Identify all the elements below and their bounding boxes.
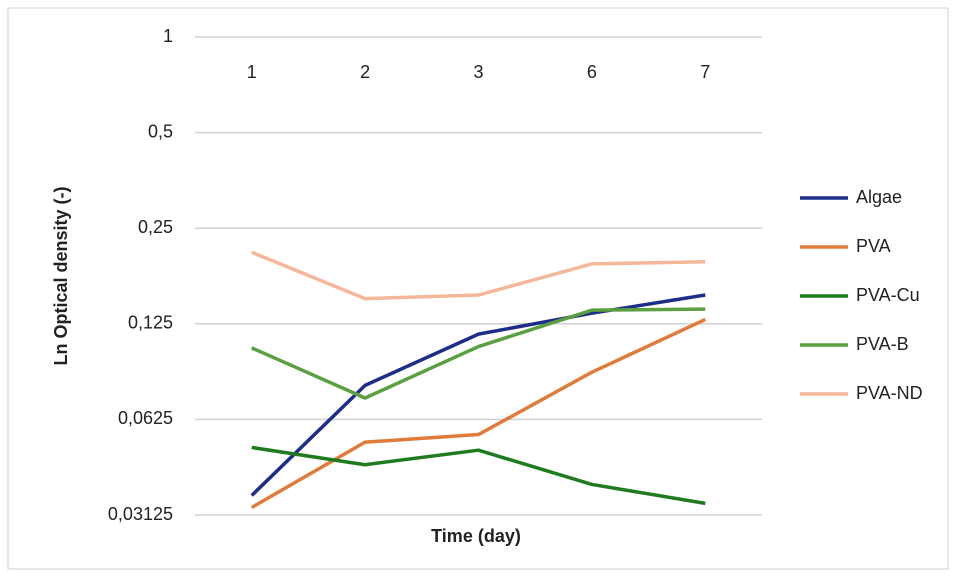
x-axis-label: Time (day) [431,526,521,546]
legend-label: PVA-Cu [856,285,920,305]
y-tick-label: 0,03125 [108,504,173,524]
y-tick-label: 0,0625 [118,408,173,428]
line [251,250,706,301]
line [250,293,706,497]
y-tick-label: 1 [163,26,173,46]
y-tick-label: 0,125 [128,313,173,333]
legend-label: PVA [856,236,891,256]
x-tick-label: 7 [700,62,710,82]
legend-label: PVA-B [856,334,909,354]
x-tick-label: 3 [473,62,483,82]
x-tick-label: 1 [247,62,257,82]
chart-frame [7,7,949,570]
legend-label: PVA-ND [856,383,923,403]
y-tick-label: 0,5 [148,121,173,141]
line [250,307,706,400]
line [251,445,706,506]
y-axis-label: Ln Optical density (-) [51,186,71,365]
x-tick-label: 2 [360,62,370,82]
legend-label: Algae [856,187,902,207]
y-tick-label: 0,25 [138,217,173,237]
x-tick-label: 6 [587,62,597,82]
line [250,317,707,510]
